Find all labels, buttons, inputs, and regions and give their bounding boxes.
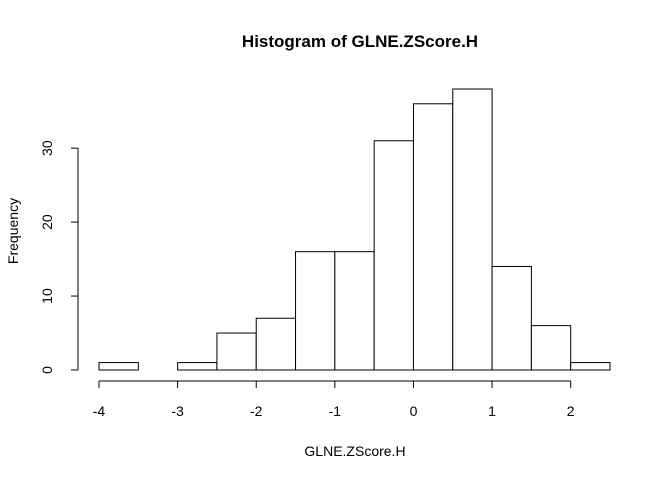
y-tick-label: 10 <box>39 288 55 304</box>
x-tick-label: 2 <box>567 403 575 419</box>
x-axis: -4 -3 -2 -1 0 1 2 <box>93 380 575 419</box>
x-tick-label: 1 <box>488 403 496 419</box>
x-tick-label: -2 <box>250 403 263 419</box>
histogram-bar <box>295 251 336 371</box>
histogram-bar <box>216 332 257 371</box>
x-axis-label: GLNE.ZScore.H <box>304 443 405 459</box>
x-tick-label: -4 <box>93 403 106 419</box>
x-tick-label: -1 <box>329 403 342 419</box>
y-tick-label: 20 <box>39 214 55 230</box>
histogram-bar <box>570 362 611 371</box>
histogram-bar <box>255 317 297 371</box>
x-tick-label: -3 <box>171 403 184 419</box>
histogram-bar <box>412 103 454 371</box>
y-tick-label: 0 <box>39 366 55 374</box>
histogram-bar <box>334 251 375 371</box>
histogram-bar <box>530 325 572 371</box>
x-tick-label: 0 <box>410 403 418 419</box>
histogram-bar <box>98 362 139 371</box>
y-axis: 0 10 20 30 <box>39 140 79 374</box>
y-axis-label: Frequency <box>5 198 21 264</box>
bars-group <box>98 88 611 371</box>
y-tick-label: 30 <box>39 140 55 156</box>
histogram-bar <box>373 140 414 371</box>
histogram-bar <box>177 362 218 371</box>
histogram-bar <box>491 265 532 371</box>
histogram-bar <box>452 88 493 371</box>
chart-title: Histogram of GLNE.ZScore.H <box>242 32 478 51</box>
